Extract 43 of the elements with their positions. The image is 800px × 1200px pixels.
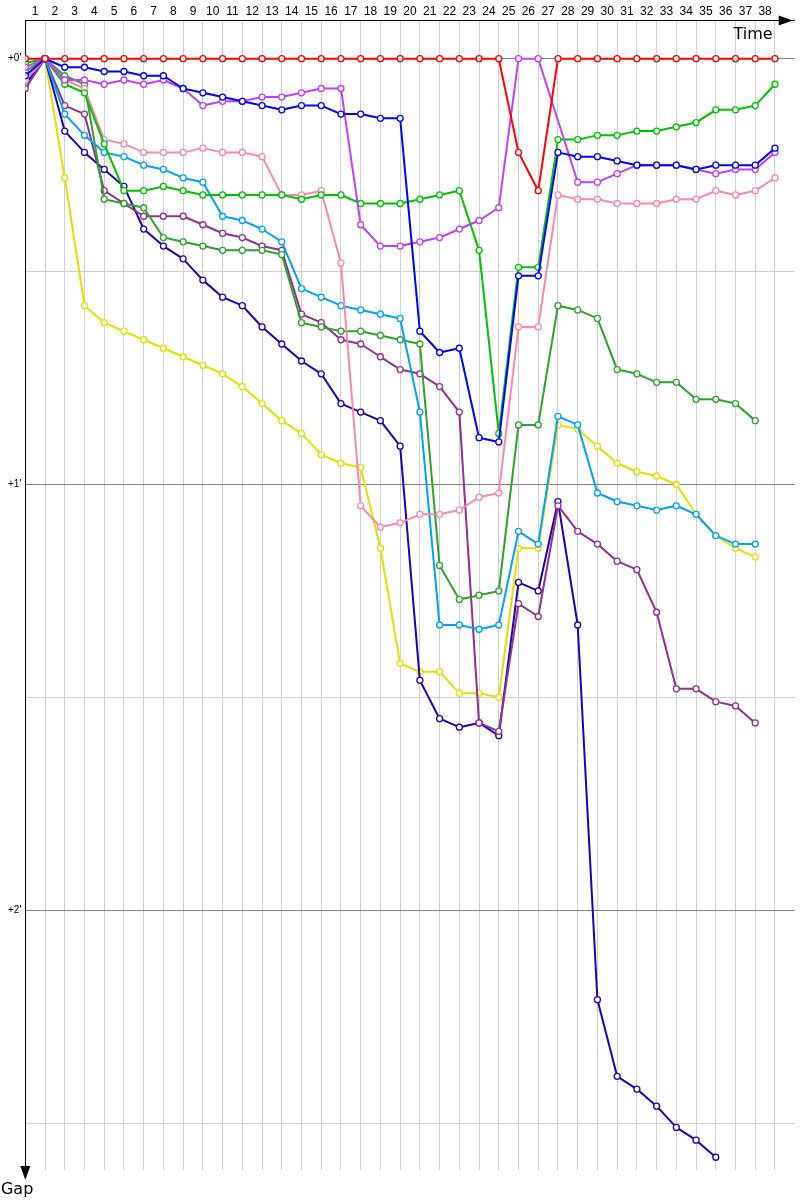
x-tick-label: 30 (600, 3, 615, 18)
x-tick-label: 21 (423, 3, 437, 18)
x-tick-label: 35 (699, 3, 713, 18)
x-tick-label: 31 (620, 3, 635, 18)
x-tick-label: 6 (130, 3, 138, 18)
x-tick-label: 27 (541, 3, 556, 18)
x-tick-label: 7 (150, 3, 158, 18)
x-tick-label: 4 (91, 3, 99, 18)
x-tick-label: 15 (304, 3, 319, 18)
x-tick-label: 19 (383, 3, 398, 18)
x-tick-label: 11 (226, 3, 239, 18)
x-tick-label: 12 (245, 3, 260, 18)
x-tick-label: 23 (462, 3, 477, 18)
x-tick-label: 34 (679, 3, 694, 18)
x-tick-label: 13 (265, 3, 279, 18)
x-tick-label: 38 (758, 3, 773, 18)
x-tick-label: 5 (110, 3, 118, 18)
x-tick-label: 24 (482, 3, 496, 18)
x-tick-label: 20 (403, 3, 417, 18)
x-tick-label: 10 (206, 3, 220, 18)
x-tick-label: 32 (640, 3, 654, 18)
x-tick-label: 9 (189, 3, 197, 18)
x-tick-label: 8 (169, 3, 177, 18)
x-tick-label: 18 (363, 3, 378, 18)
x-tick-label: 17 (344, 3, 358, 18)
x-tick-label: 28 (561, 3, 575, 18)
x-axis-title: Time (732, 23, 773, 43)
y-tick-label: +1' (8, 478, 22, 490)
y-axis-title: Gap (0, 1179, 34, 1199)
x-tick-label: 14 (284, 3, 299, 18)
x-tick-label: 33 (659, 3, 674, 18)
x-tick-label: 37 (738, 3, 753, 18)
x-tick-label: 1 (31, 3, 39, 18)
x-tick-label: 3 (71, 3, 79, 18)
y-tick-label: +0' (8, 52, 22, 64)
x-tick-label: 29 (580, 3, 595, 18)
x-tick-label: 22 (442, 3, 457, 18)
y-tick-label: +2' (8, 904, 22, 916)
x-tick-label: 16 (324, 3, 339, 18)
x-tick-label: 2 (51, 3, 59, 18)
x-tick-label: 25 (501, 3, 516, 18)
x-tick-label: 26 (521, 3, 536, 18)
x-tick-label: 36 (718, 3, 733, 18)
